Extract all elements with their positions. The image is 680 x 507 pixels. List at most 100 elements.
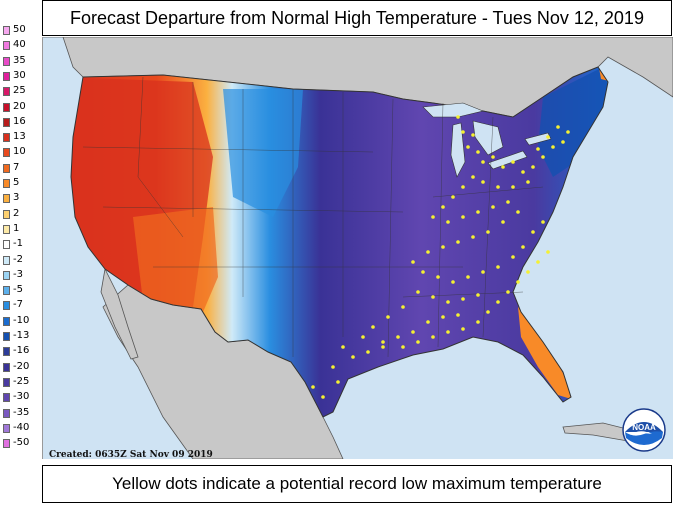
legend-label: -7	[13, 299, 23, 311]
record-dot	[461, 130, 465, 134]
legend-row: -2	[2, 254, 38, 266]
legend-row: 30	[2, 69, 38, 82]
record-dot	[486, 310, 490, 314]
record-dot	[426, 250, 430, 254]
legend-row: -13	[2, 330, 38, 342]
temperature-departure-map	[42, 37, 673, 459]
legend-label: -3	[13, 268, 23, 280]
legend-label: -35	[13, 406, 30, 418]
record-dot	[481, 180, 485, 184]
record-dot	[556, 125, 560, 129]
legend-label: 10	[13, 146, 26, 158]
record-dot	[476, 320, 480, 324]
record-dot	[476, 293, 480, 297]
legend-label: 5	[13, 177, 20, 188]
record-dot	[401, 345, 405, 349]
record-dot	[491, 205, 495, 209]
legend-label: -16	[13, 345, 30, 357]
legend-row: 13	[2, 131, 38, 143]
record-dot	[541, 155, 545, 159]
legend-row: 7	[2, 162, 38, 174]
color-legend: 50 40 35 30 25 20 16 13 10 7 5 3 2 1 -1 -2 -3 -5 -7 -10 -13 -…	[2, 24, 38, 456]
lake-erie	[487, 150, 528, 170]
legend-swatch	[3, 179, 10, 188]
record-dot	[456, 313, 460, 317]
record-dot	[511, 255, 515, 259]
record-low-max-dots	[311, 115, 570, 399]
legend-row: -25	[2, 376, 38, 388]
record-dot	[496, 265, 500, 269]
record-dot	[516, 280, 520, 284]
legend-swatch	[3, 209, 10, 219]
map-caption: Yellow dots indicate a potential record …	[42, 465, 672, 503]
legend-row: 25	[2, 85, 38, 97]
record-dot	[561, 140, 565, 144]
legend-label: 25	[13, 85, 26, 97]
legend-row: 35	[2, 54, 38, 67]
record-dot	[526, 180, 530, 184]
record-dot	[361, 335, 365, 339]
record-dot	[501, 165, 505, 169]
legend-swatch	[3, 439, 10, 449]
legend-row: -7	[2, 299, 38, 311]
legend-swatch	[3, 56, 10, 66]
record-dot	[321, 395, 325, 399]
legend-swatch	[3, 332, 10, 341]
legend-row: -50	[2, 437, 38, 449]
southwest-orange-region	[133, 207, 218, 312]
record-dot	[461, 327, 465, 331]
legend-row: -30	[2, 391, 38, 403]
record-dot	[446, 300, 450, 304]
record-dot	[381, 345, 385, 349]
record-dot	[431, 335, 435, 339]
record-dot	[451, 195, 455, 199]
record-dot	[531, 230, 535, 234]
legend-label: -30	[13, 391, 30, 403]
legend-row: 50	[2, 24, 38, 36]
record-dot	[531, 165, 535, 169]
record-dot	[471, 235, 475, 239]
created-timestamp: Created: 0635Z Sat Nov 09 2019	[49, 450, 213, 460]
legend-label: -40	[13, 421, 30, 433]
record-dot	[341, 345, 345, 349]
legend-swatch	[3, 286, 10, 296]
legend-row: 16	[2, 116, 38, 128]
record-dot	[461, 297, 465, 301]
northeast-cold	[538, 67, 608, 177]
lake-ontario	[524, 132, 552, 146]
legend-row: -10	[2, 315, 38, 327]
record-dot	[546, 135, 550, 139]
legend-row: -3	[2, 268, 38, 281]
legend-row: -35	[2, 406, 38, 419]
record-dot	[441, 315, 445, 319]
record-dot	[511, 160, 515, 164]
legend-swatch	[3, 224, 10, 234]
svg-text:NOAA: NOAA	[632, 423, 656, 432]
record-dot	[456, 115, 460, 119]
record-dot	[461, 215, 465, 219]
maine-warm	[598, 67, 608, 82]
record-dot	[441, 205, 445, 209]
noaa-logo: NOAA	[622, 408, 666, 452]
record-dot	[521, 170, 525, 174]
record-dot	[446, 330, 450, 334]
legend-swatch	[3, 117, 10, 127]
record-dot	[426, 320, 430, 324]
legend-label: 35	[13, 54, 26, 66]
record-dot	[501, 220, 505, 224]
record-dot	[331, 365, 335, 369]
legend-swatch	[3, 102, 10, 112]
legend-swatch	[3, 301, 10, 311]
legend-row: 1	[2, 223, 38, 235]
record-dot	[396, 335, 400, 339]
legend-row: -20	[2, 361, 38, 373]
record-dot	[416, 290, 420, 294]
legend-swatch	[3, 270, 10, 280]
legend-label: 20	[13, 100, 26, 112]
florida-warm	[518, 307, 571, 399]
legend-swatch	[3, 255, 10, 265]
record-dot	[416, 340, 420, 344]
legend-row: 20	[2, 100, 38, 113]
record-dot	[461, 185, 465, 189]
legend-label: 30	[13, 69, 26, 81]
